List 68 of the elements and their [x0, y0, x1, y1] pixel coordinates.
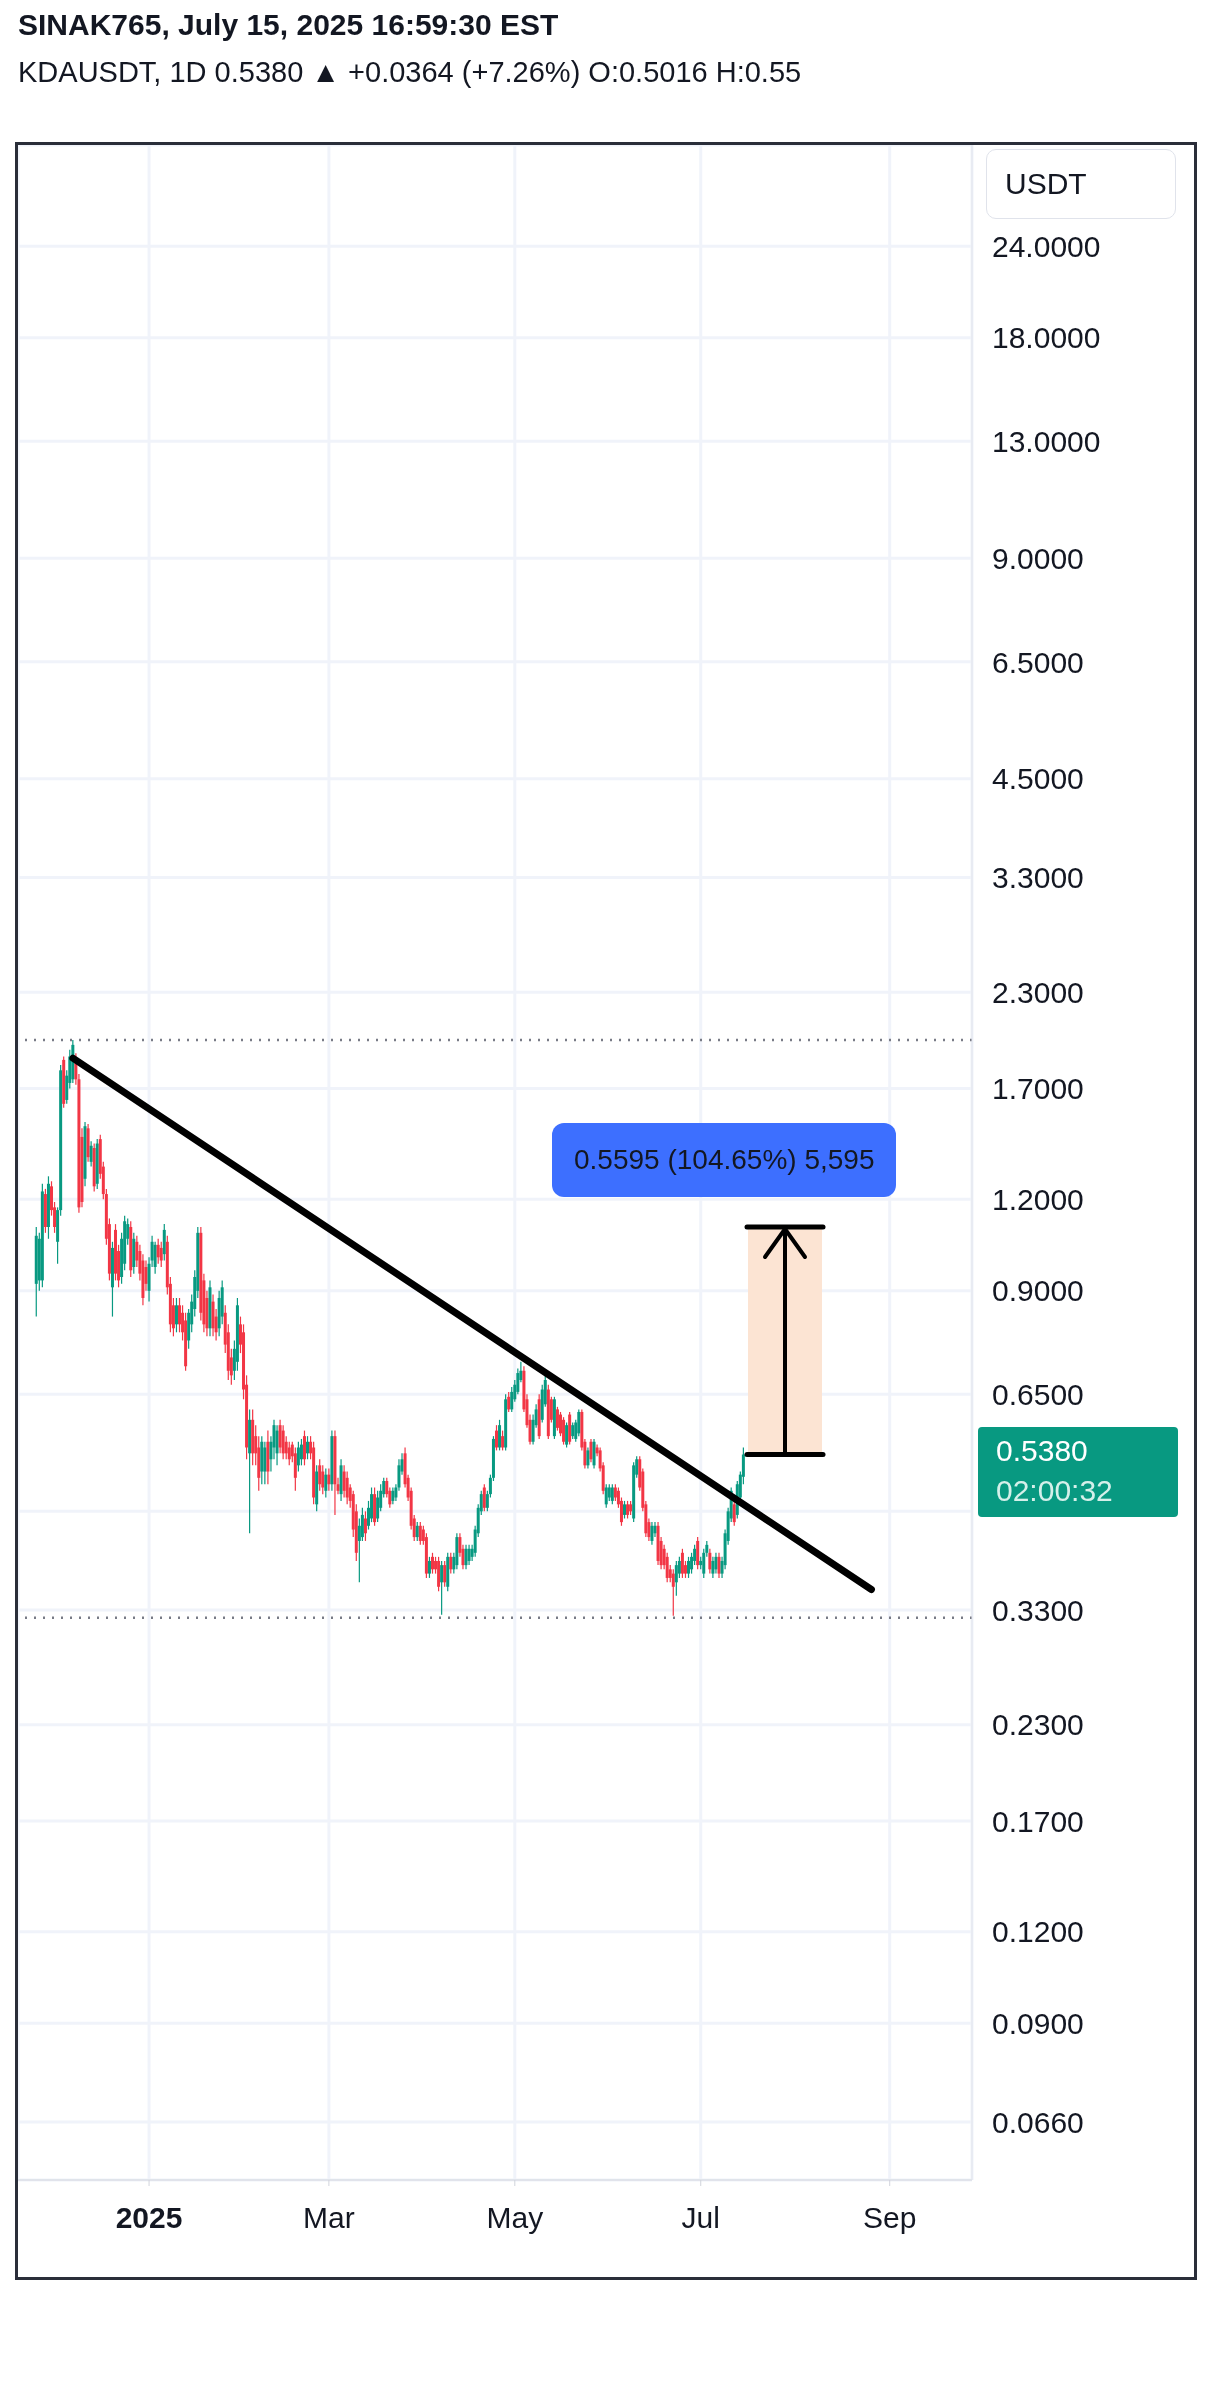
text: 0.5380 — [996, 1432, 1089, 1469]
y-tick-label: 0.9000 — [992, 1274, 1084, 1308]
candlestick — [501, 1430, 505, 1451]
candlestick — [275, 1424, 279, 1466]
y-tick-label: 1.7000 — [992, 1072, 1084, 1106]
candlestick — [415, 1521, 419, 1542]
candlestick — [159, 1241, 163, 1268]
y-tick-label: 0.0900 — [992, 2006, 1084, 2040]
candlestick — [174, 1297, 178, 1333]
candlestick — [498, 1419, 502, 1451]
candlestick — [714, 1552, 718, 1575]
candlestick — [674, 1560, 678, 1597]
x-tick-label: Jul — [681, 2201, 720, 2234]
x-tick-label: Mar — [303, 2201, 355, 2234]
candlestick — [586, 1446, 590, 1470]
y-tick-label: 0.6500 — [992, 1378, 1084, 1412]
chart-title: SINAK765, July 15, 2025 16:59:30 EST — [18, 8, 559, 42]
candlestick — [327, 1467, 331, 1492]
candlestick — [482, 1483, 486, 1512]
candlestick — [464, 1544, 468, 1570]
y-tick-label: 3.3000 — [992, 861, 1084, 895]
y-tick-label: 1.2000 — [992, 1182, 1084, 1216]
candlestick — [732, 1500, 736, 1527]
y-tick-label: 0.0660 — [992, 2105, 1084, 2139]
chart-subtitle: KDAUSDT, 1D 0.5380 ▲ +0.0364 (+7.26%) O:0.5016 H:0.55 — [18, 56, 802, 89]
x-tick-label: 2025 — [115, 2201, 183, 2234]
y-tick-label: 4.5000 — [992, 762, 1084, 796]
y-tick-label: 2.3000 — [992, 976, 1084, 1009]
candlestick — [711, 1556, 715, 1579]
y-tick-label: 0.3300 — [992, 1593, 1084, 1627]
candlestick — [440, 1560, 444, 1616]
candlestick — [281, 1424, 285, 1460]
candlestick — [296, 1441, 300, 1473]
annotation: 0.5595 (104.65%) 5,595 — [552, 1123, 897, 1197]
candlestick — [507, 1391, 511, 1413]
y-tick-label: 9.0000 — [992, 541, 1084, 575]
candlestick — [680, 1548, 684, 1579]
candlestick — [89, 1140, 93, 1168]
candlestick — [302, 1430, 306, 1466]
candlestick — [708, 1548, 712, 1575]
candlestick — [418, 1521, 422, 1546]
x-tick-label: May — [486, 2201, 544, 2234]
y-tick-label: 13.0000 — [992, 425, 1101, 458]
candlestick — [671, 1568, 675, 1617]
candlestick — [156, 1238, 160, 1265]
candlestick — [318, 1458, 322, 1492]
y-tick-label: 24.0000 — [992, 229, 1101, 263]
y-tick-label: 0.1200 — [992, 1915, 1084, 1949]
candlestick — [687, 1556, 691, 1579]
candlestick — [306, 1435, 310, 1460]
y-axis-title: USDT — [986, 149, 1176, 219]
candlestick — [427, 1556, 431, 1579]
candlestick — [443, 1560, 447, 1588]
candlestick — [589, 1438, 593, 1463]
y-tick-label: 18.0000 — [992, 321, 1101, 355]
y-tick-label: 0.2300 — [992, 1708, 1084, 1742]
text: 02:00:32 — [996, 1472, 1114, 1509]
candlestick — [565, 1421, 569, 1449]
candlestick — [717, 1552, 721, 1579]
candlestick — [555, 1406, 559, 1432]
x-tick-label: Sep — [863, 2201, 917, 2234]
candlestick — [430, 1552, 434, 1575]
candlestick — [562, 1416, 566, 1446]
candlestick — [495, 1424, 498, 1451]
y-tick-label: 0.1700 — [992, 1804, 1084, 1838]
candlestick — [363, 1510, 367, 1542]
y-tick-label: 6.5000 — [992, 645, 1084, 679]
candlestick — [324, 1467, 328, 1499]
